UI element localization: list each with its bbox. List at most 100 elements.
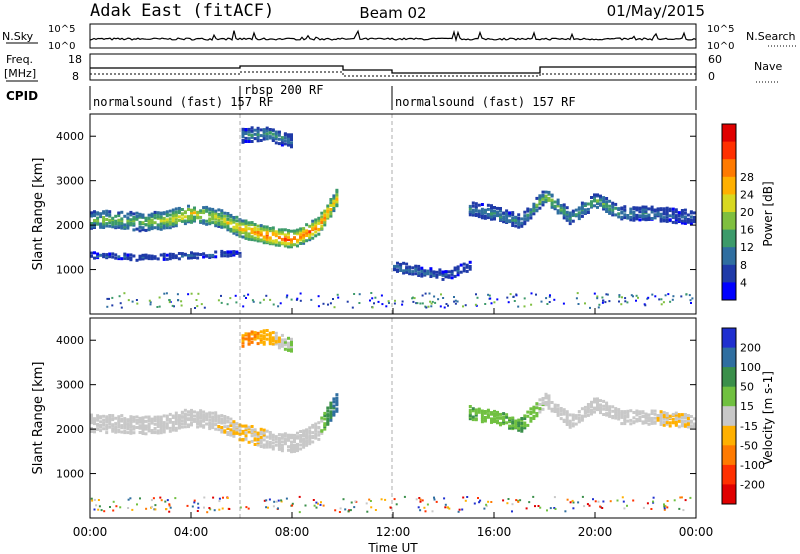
echo-cell xyxy=(565,210,569,214)
echo-cell xyxy=(317,232,321,236)
echo-cell xyxy=(211,426,215,430)
echo-cell xyxy=(232,218,236,222)
echo-cell xyxy=(244,140,248,143)
echo-cell xyxy=(308,438,312,442)
echo-cell xyxy=(335,401,339,405)
echo-cell xyxy=(532,202,536,206)
echo-cell xyxy=(232,253,236,257)
scatter-cell xyxy=(136,503,138,506)
echo-cell xyxy=(689,222,693,225)
echo-cell xyxy=(250,330,254,334)
echo-cell xyxy=(671,220,675,224)
velocity-ylabel: Slant Range [km] xyxy=(31,362,46,475)
echo-cell xyxy=(320,218,324,222)
echo-cell xyxy=(511,218,515,222)
echo-cell xyxy=(159,421,163,425)
echo-cell xyxy=(235,228,239,232)
echo-cell xyxy=(693,422,696,426)
echo-cell xyxy=(502,418,506,422)
scatter-cell xyxy=(222,496,224,499)
scatter-cell xyxy=(384,498,387,501)
echo-cell xyxy=(159,417,163,421)
echo-cell xyxy=(144,219,148,222)
scatter-cell xyxy=(647,296,650,299)
scatter-cell xyxy=(158,305,161,308)
scatter-cell xyxy=(315,506,318,509)
echo-cell xyxy=(674,413,678,417)
scatter-cell xyxy=(525,507,528,510)
echo-cell xyxy=(202,424,206,428)
scatter-cell xyxy=(664,294,667,297)
cpid-label: CPID xyxy=(6,89,38,103)
echo-cell xyxy=(562,211,566,215)
echo-cell xyxy=(287,438,290,442)
echo-cell xyxy=(314,425,318,429)
echo-cell xyxy=(259,435,263,439)
echo-cell xyxy=(111,423,115,427)
echo-cell xyxy=(165,210,169,214)
echo-cell xyxy=(277,436,281,440)
echo-cell xyxy=(265,126,269,130)
echo-cell xyxy=(308,224,312,228)
echo-cell xyxy=(493,420,496,424)
echo-cell xyxy=(299,438,303,442)
echo-cell xyxy=(302,437,306,441)
scatter-cell xyxy=(515,499,518,502)
echo-cell xyxy=(459,270,463,274)
echo-cell xyxy=(283,237,287,241)
echo-cell xyxy=(277,336,281,340)
echo-cell xyxy=(183,412,187,416)
echo-cell xyxy=(256,130,260,134)
echo-cell xyxy=(156,429,160,433)
echo-cell xyxy=(235,425,239,429)
echo-cell xyxy=(274,440,278,444)
echo-cell xyxy=(171,211,175,215)
echo-cell xyxy=(650,210,654,214)
echo-cell xyxy=(680,221,684,225)
scatter-cell xyxy=(453,296,455,298)
echo-cell xyxy=(132,431,136,435)
echo-cell xyxy=(580,214,584,218)
echo-cell xyxy=(241,431,245,435)
echo-cell xyxy=(562,208,566,212)
echo-cell xyxy=(199,419,203,423)
echo-cell xyxy=(296,447,299,451)
echo-cell xyxy=(262,337,266,341)
scatter-cell xyxy=(549,294,551,297)
echo-cell xyxy=(596,399,599,403)
scatter-cell xyxy=(118,295,121,298)
echo-cell xyxy=(274,443,278,447)
scatter-cell xyxy=(327,303,329,306)
echo-cell xyxy=(608,211,612,215)
echo-cell xyxy=(153,221,157,225)
echo-cell xyxy=(486,216,490,220)
echo-cell xyxy=(502,415,506,419)
echo-cell xyxy=(308,238,312,242)
echo-cell xyxy=(268,229,272,233)
echo-cell xyxy=(541,398,545,402)
echo-cell xyxy=(638,210,642,214)
echo-cell xyxy=(250,235,254,239)
echo-cell xyxy=(168,222,172,226)
echo-cell xyxy=(659,423,663,426)
echo-cell xyxy=(259,340,263,344)
scatter-cell xyxy=(217,299,220,302)
echo-cell xyxy=(689,415,693,418)
echo-cell xyxy=(229,250,233,254)
echo-cell xyxy=(620,215,624,219)
echo-cell xyxy=(508,424,512,428)
scatter-cell xyxy=(213,509,216,512)
echo-cell xyxy=(226,226,230,230)
echo-cell xyxy=(468,207,472,211)
echo-cell xyxy=(502,420,506,424)
echo-cell xyxy=(593,400,596,404)
echo-cell xyxy=(641,210,645,214)
echo-cell xyxy=(611,203,615,207)
echo-cell xyxy=(162,414,166,418)
echo-cell xyxy=(217,420,221,424)
velocity-echoes xyxy=(90,329,696,514)
beam-title: Beam 02 xyxy=(359,4,426,22)
echo-cell xyxy=(635,208,639,212)
